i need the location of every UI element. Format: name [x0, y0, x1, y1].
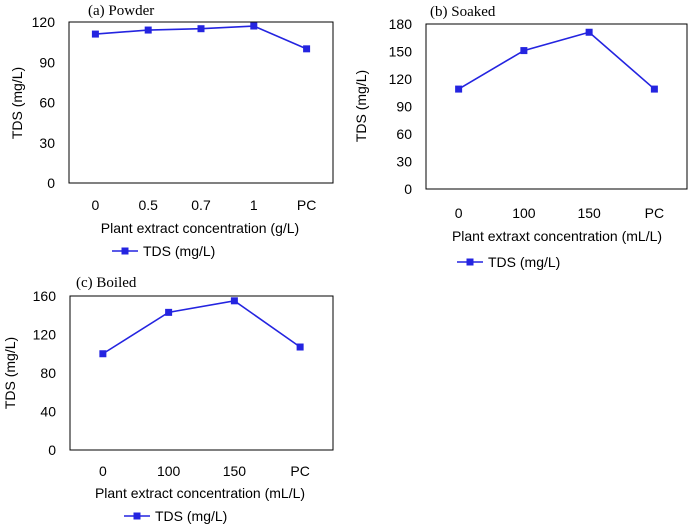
x-tick-label: PC	[297, 197, 316, 213]
x-axis-label: Plant extraxt concentration (mL/L)	[452, 228, 662, 244]
x-tick-label: 0.7	[191, 197, 211, 213]
x-tick-label: PC	[645, 205, 664, 221]
data-point	[296, 343, 304, 351]
y-tick-label: 120	[389, 71, 413, 87]
x-tick-label: 150	[223, 463, 247, 479]
plot-frame	[69, 295, 334, 451]
data-point	[520, 47, 528, 55]
chart-title: (b) Soaked	[430, 4, 496, 20]
x-axis-label: Plant extract concentration (mL/L)	[95, 485, 305, 501]
y-tick-label: 0	[48, 442, 56, 458]
y-tick-label: 60	[396, 126, 412, 142]
x-tick-label: 0	[92, 197, 100, 213]
x-axis-label: Plant extract concentration (g/L)	[101, 220, 299, 236]
y-axis-label: TDS (mg/L)	[9, 67, 25, 139]
y-tick-label: 90	[396, 99, 412, 115]
data-point	[303, 45, 311, 53]
y-axis-label: TDS (mg/L)	[353, 70, 369, 142]
y-tick-label: 0	[404, 181, 412, 197]
series-line	[458, 31, 655, 90]
y-axis-label: TDS (mg/L)	[2, 337, 18, 409]
chart-b: 0 30 60 90 120 150 180 0 100 150 PC (b) Soaked TDS (…	[353, 4, 688, 270]
data-point	[99, 350, 107, 358]
legend-marker	[121, 247, 129, 255]
x-tick-label: 0	[455, 205, 463, 221]
y-tick-label: 90	[39, 54, 55, 70]
legend-label: TDS (mg/L)	[155, 508, 227, 524]
x-tick-label: 0.5	[138, 197, 158, 213]
legend-label: TDS (mg/L)	[143, 243, 215, 259]
data-point	[650, 85, 658, 93]
y-tick-label: 60	[39, 95, 55, 111]
legend-marker	[466, 258, 474, 266]
x-tick-label: 100	[512, 205, 536, 221]
chart-title: (a) Powder	[88, 3, 154, 19]
data-point	[144, 26, 152, 34]
y-tick-label: 30	[396, 154, 412, 170]
series-line	[102, 299, 301, 355]
legend-label: TDS (mg/L)	[488, 254, 560, 270]
y-tick-label: 120	[33, 327, 57, 343]
legend: TDS (mg/L)	[457, 254, 560, 270]
legend: TDS (mg/L)	[112, 243, 215, 259]
data-point	[197, 25, 205, 33]
x-tick-label: 100	[157, 463, 181, 479]
data-point	[91, 30, 99, 38]
data-point	[250, 22, 258, 30]
data-point	[455, 85, 463, 93]
data-point	[230, 297, 238, 305]
plot-frame	[68, 21, 334, 184]
data-point	[585, 28, 593, 36]
chart-title: (c) Boiled	[76, 275, 137, 291]
x-tick-label: PC	[290, 463, 309, 479]
y-tick-label: 80	[40, 365, 56, 381]
legend: TDS (mg/L)	[124, 508, 227, 524]
y-tick-label: 160	[33, 288, 57, 304]
x-tick-label: 0	[99, 463, 107, 479]
data-point	[165, 308, 173, 316]
chart-a: 0 30 60 90 120 0 0.5 0.7 1 PC (a) Powder TDS (mg/L)…	[9, 3, 334, 259]
y-tick-label: 30	[39, 135, 55, 151]
chart-c: 0 40 80 120 160 0 100 150 PC (c) Boiled TDS (mg/L)…	[2, 275, 334, 524]
y-tick-label: 0	[47, 175, 55, 191]
y-tick-label: 120	[32, 14, 56, 30]
x-tick-label: 150	[577, 205, 601, 221]
y-tick-label: 150	[389, 44, 413, 60]
x-tick-label: 1	[250, 197, 258, 213]
y-tick-label: 40	[40, 404, 56, 420]
plot-frame	[425, 23, 688, 190]
legend-marker	[133, 512, 141, 520]
y-tick-label: 180	[389, 16, 413, 32]
